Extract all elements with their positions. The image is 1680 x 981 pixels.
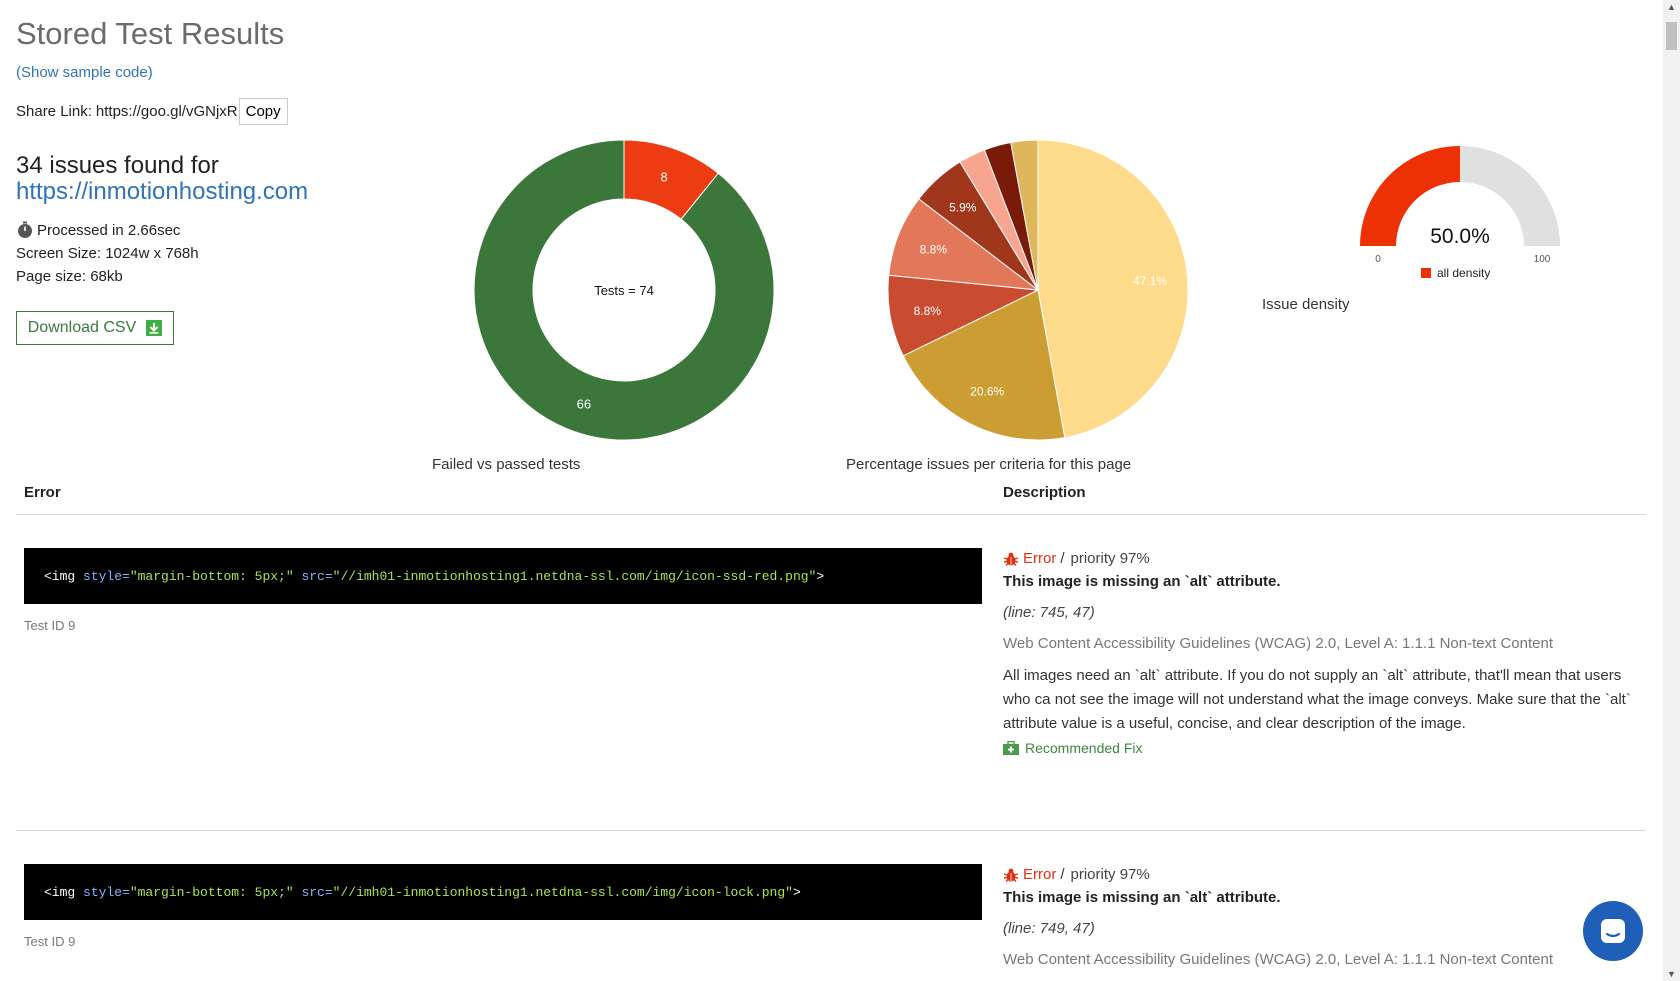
pie-slice-label: 20.6% [970, 384, 1004, 398]
code-tag-open: <img [44, 568, 84, 584]
severity-row: Error / priority 97% [1003, 866, 1643, 883]
separator: / [1060, 550, 1065, 567]
bug-icon [1003, 552, 1019, 566]
recommended-fix-link[interactable]: Recommended Fix [1003, 740, 1643, 756]
failed-vs-passed-donut-chart: 8 66 Tests = 74 [474, 140, 774, 440]
code-value: "//imh01-inmotionhosting1.netdna-ssl.com… [332, 568, 817, 584]
test-id: Test ID 9 [24, 934, 76, 949]
chat-icon [1601, 919, 1625, 943]
donut-chart-caption: Failed vs passed tests [432, 456, 581, 473]
pie-slice-label: 5.9% [949, 200, 977, 214]
severity-label: Error [1023, 550, 1057, 567]
pie-slice [1037, 140, 1188, 439]
code-value: "margin-bottom: 5px;" [129, 568, 294, 584]
wcag-guideline: Web Content Accessibility Guidelines (WC… [1003, 635, 1553, 652]
donut-slice-value-label: 8 [661, 169, 668, 184]
recommended-fix-label: Recommended Fix [1025, 740, 1143, 756]
issue-description: Error / priority 97% This image is missi… [1003, 550, 1643, 756]
priority: priority 97% [1070, 550, 1150, 567]
scroll-down-arrow-icon[interactable]: ▼ [1667, 969, 1676, 979]
separator: / [1060, 866, 1065, 883]
severity-label: Error [1023, 866, 1057, 883]
pie-slice-label: 47.1% [1133, 274, 1167, 288]
gauge-legend-label: all density [1437, 266, 1490, 280]
download-csv-label: Download CSV [27, 319, 137, 336]
share-link-row: Share Link: https://goo.gl/vGNjxR Copy [16, 98, 288, 125]
code-attr: style= [83, 884, 130, 900]
pie-slice [902, 289, 1066, 440]
header-divider [16, 514, 1646, 515]
issues-count: 34 issues found for [16, 152, 219, 179]
gauge-value-label: 50.0% [1430, 225, 1490, 248]
row-divider [16, 830, 1646, 831]
stopwatch-icon [18, 221, 32, 238]
pie-slice [888, 198, 1040, 291]
download-csv-button[interactable]: Download CSV [16, 311, 174, 345]
priority: priority 97% [1070, 866, 1150, 883]
code-attr: src= [293, 884, 333, 900]
issue-explanation: All images need an `alt` attribute. If y… [1003, 667, 1631, 732]
error-column-header: Error [24, 484, 61, 501]
share-link-url[interactable]: https://goo.gl/vGNjxR [95, 103, 238, 120]
wcag-guideline: Web Content Accessibility Guidelines (WC… [1003, 951, 1553, 968]
code-tag-open: <img [44, 884, 84, 900]
gauge-chart-caption: Issue density [1262, 296, 1350, 313]
test-id: Test ID 9 [24, 618, 76, 633]
issue-description: Error / priority 97% This image is missi… [1003, 866, 1643, 968]
code-tag-close: > [816, 568, 825, 584]
download-icon [146, 320, 163, 336]
scroll-up-arrow-icon[interactable]: ▲ [1667, 2, 1676, 12]
pie-slice [1010, 140, 1039, 291]
processed-time-row: Processed in 2.66sec [16, 221, 180, 239]
screen-size: Screen Size: 1024w x 768h [16, 245, 199, 262]
description-column-header: Description [1003, 484, 1086, 501]
pie-slice-label: 8.8% [914, 304, 942, 318]
gauge-fill [1360, 146, 1460, 246]
code-attr: src= [293, 568, 333, 584]
page-size: Page size: 68kb [16, 268, 123, 285]
share-link-label: Share Link: [16, 103, 92, 120]
donut-center-label: Tests = 74 [594, 283, 654, 298]
code-attr: style= [83, 568, 130, 584]
donut-slice-value-label: 66 [577, 397, 591, 412]
code-tag-close: > [792, 884, 801, 900]
vertical-scrollbar[interactable]: ▲ ▼ [1663, 0, 1680, 981]
code-value: "margin-bottom: 5px;" [129, 884, 294, 900]
bug-icon [1003, 868, 1019, 882]
pie-chart-caption: Percentage issues per criteria for this … [846, 456, 1132, 473]
code-snippet: <img style= "margin-bottom: 5px;" src= "//… [24, 548, 982, 604]
toolbox-icon [1003, 741, 1019, 755]
issue-line: (line: 749, 47) [1003, 920, 1095, 937]
gauge-legend-swatch [1421, 268, 1431, 278]
gauge-max-label: 100 [1534, 254, 1551, 265]
show-sample-code-link[interactable]: (Show sample code) [16, 64, 153, 81]
issues-per-criteria-pie-chart: 47.1% 20.6% 8.8% 8.8% 5.9% [888, 140, 1188, 440]
code-snippet: <img style= "margin-bottom: 5px;" src= "//… [24, 864, 982, 920]
issue-line: (line: 745, 47) [1003, 604, 1095, 621]
chat-launcher-button[interactable] [1583, 901, 1643, 961]
issue-message: This image is missing an `alt` attribute… [1003, 573, 1281, 590]
severity-row: Error / priority 97% [1003, 550, 1643, 567]
page-title: Stored Test Results [16, 16, 285, 51]
code-value: "//imh01-inmotionhosting1.netdna-ssl.com… [332, 884, 793, 900]
site-url-link[interactable]: https://inmotionhosting.com [16, 178, 309, 205]
scrollbar-thumb[interactable] [1666, 22, 1677, 50]
donut-slice-passed [474, 140, 774, 440]
pie-slice-label: 8.8% [920, 243, 948, 257]
issue-message: This image is missing an `alt` attribute… [1003, 889, 1281, 906]
pie-slice [888, 274, 1040, 357]
gauge-min-label: 0 [1375, 254, 1381, 265]
processed-time: Processed in 2.66sec [37, 221, 181, 239]
issue-density-gauge: 50.0% 0 100 all density [1360, 146, 1560, 280]
copy-button[interactable]: Copy [238, 98, 288, 125]
